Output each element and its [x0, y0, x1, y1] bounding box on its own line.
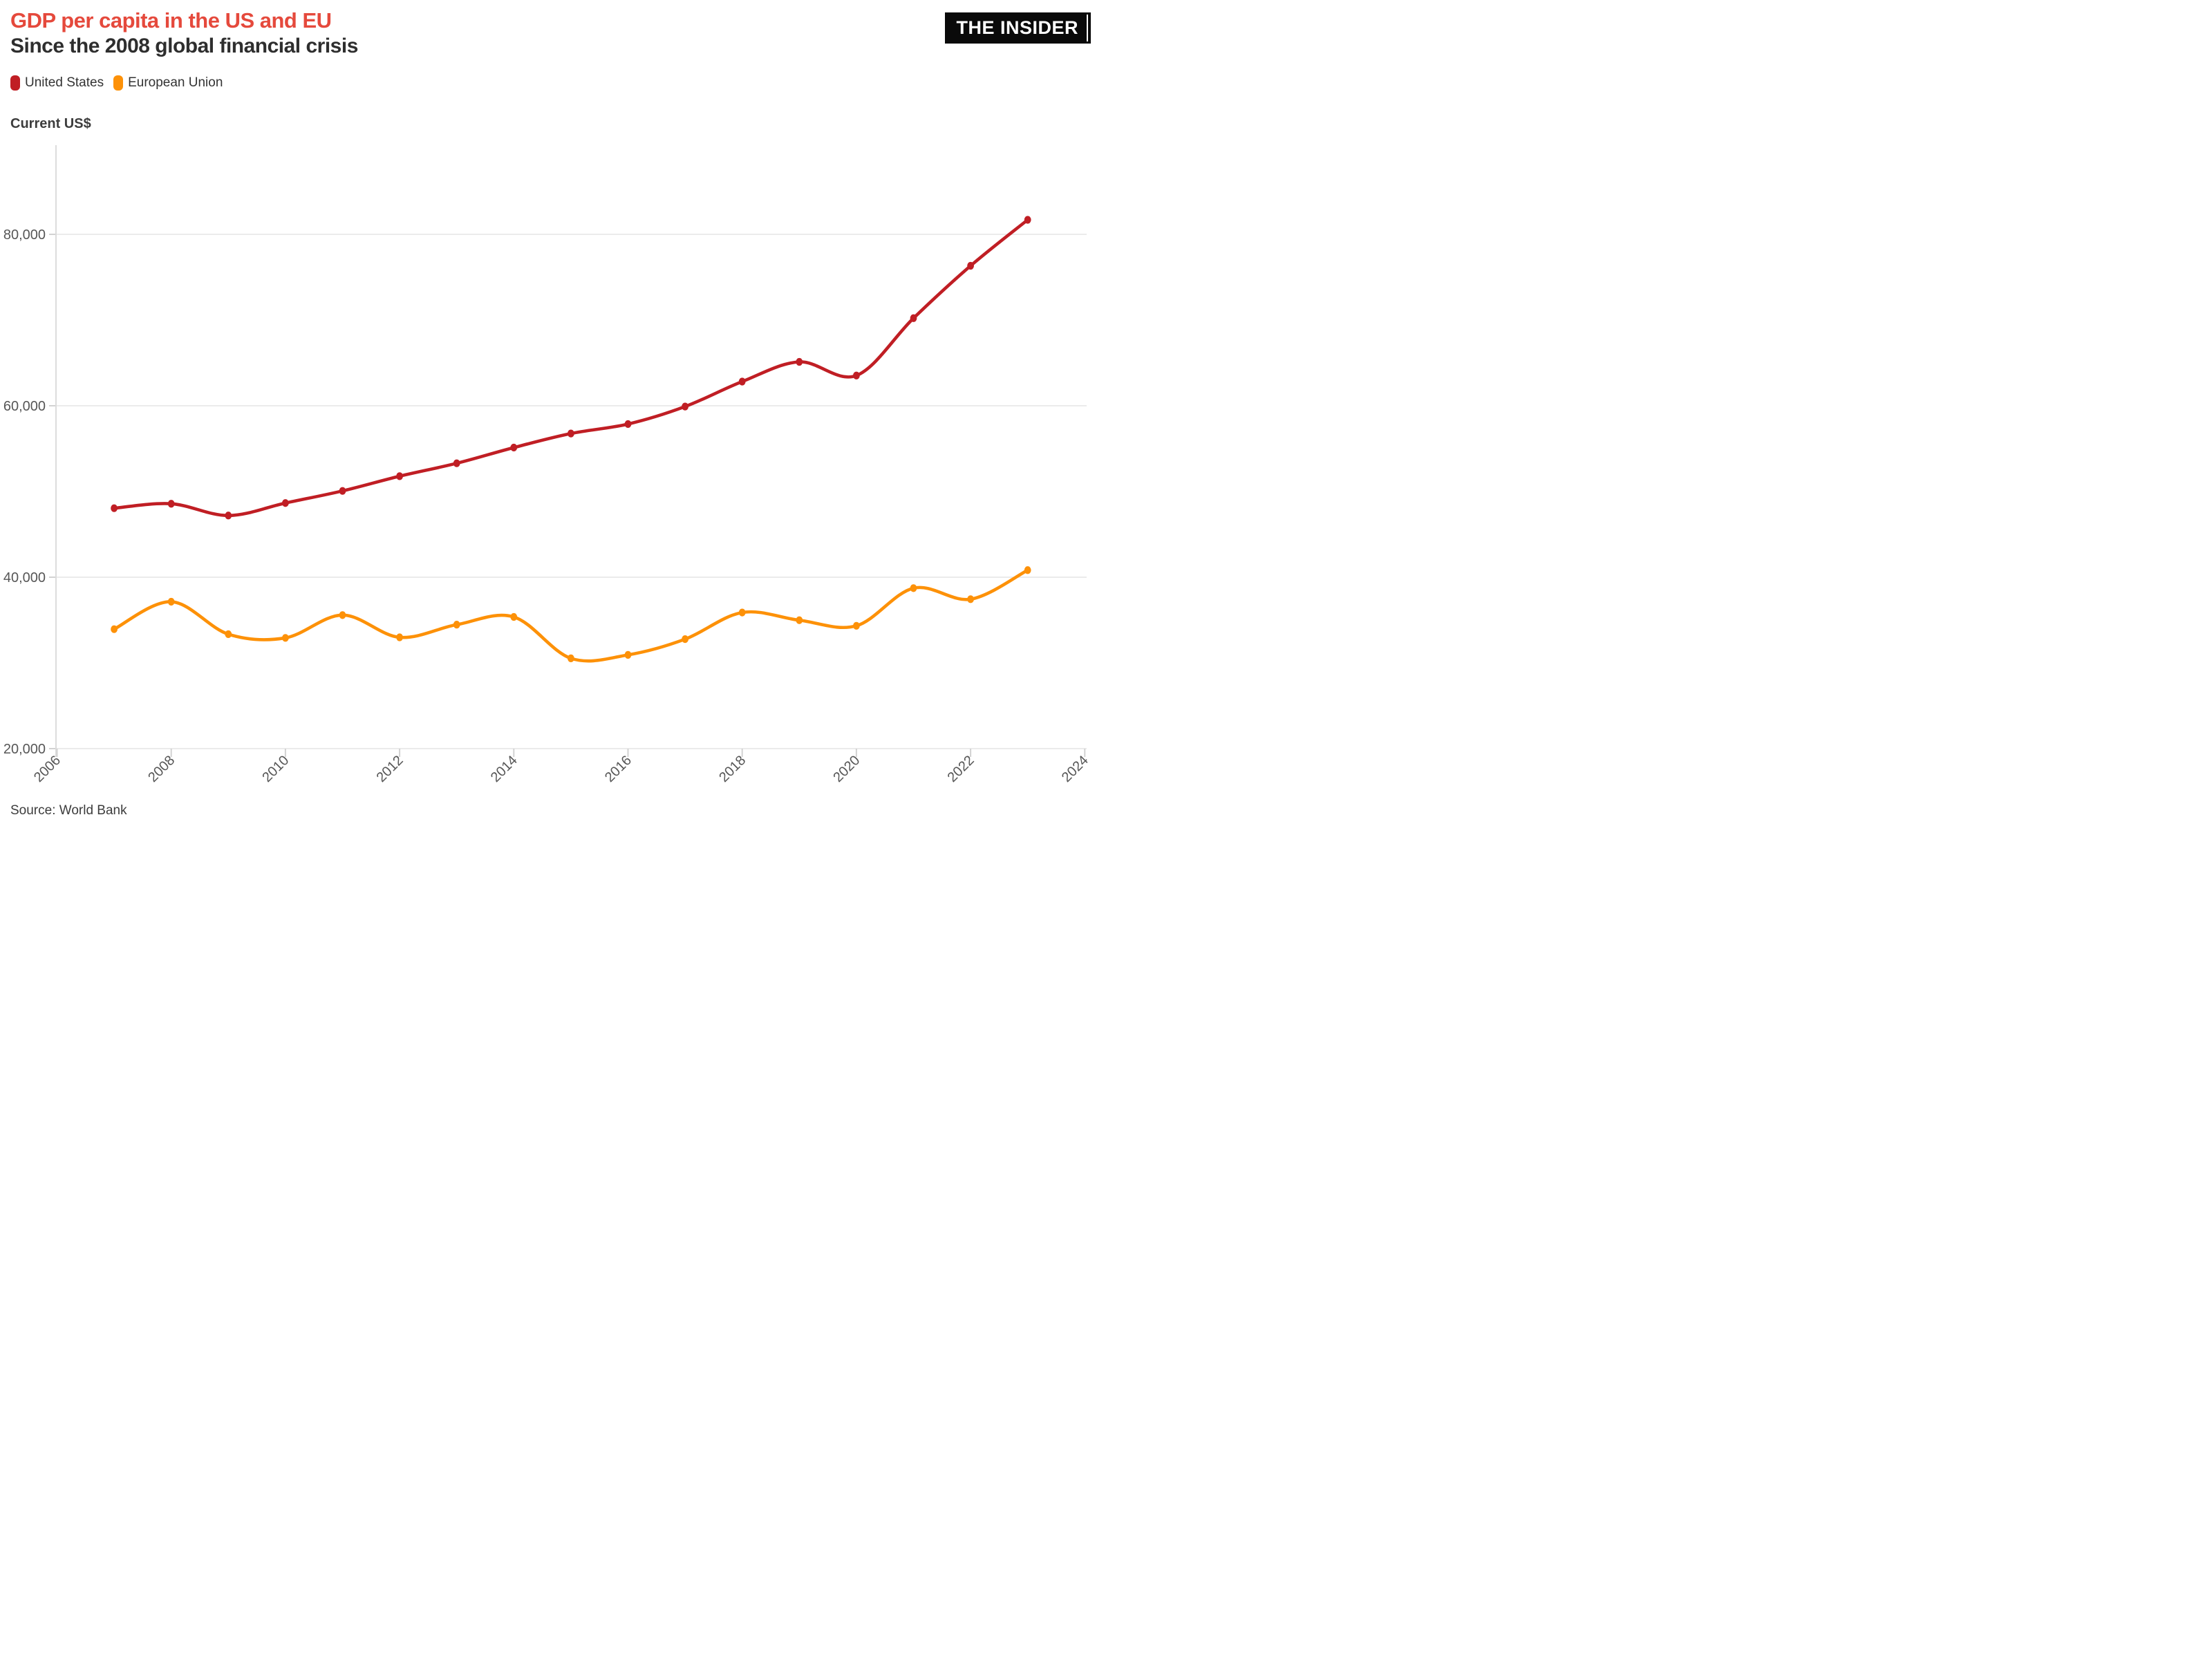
x-tick-label-2010: 2010	[259, 753, 292, 785]
chart-legend: United States European Union	[10, 75, 232, 91]
x-tick-label-2006: 2006	[31, 753, 64, 785]
legend-swatch-0	[10, 75, 20, 91]
data-point-0-2019	[796, 357, 803, 366]
data-point-1-2022	[967, 595, 974, 603]
data-point-0-2015	[568, 429, 574, 438]
y-tick-label-20000: 20,000	[3, 742, 46, 757]
brand-logo: THE INSIDER	[945, 12, 1091, 44]
data-point-1-2012	[396, 633, 403, 641]
data-point-0-2009	[225, 512, 232, 520]
legend-item-1: European Union	[113, 75, 223, 91]
x-tick-label-2014: 2014	[488, 753, 521, 785]
chart-subtitle: Since the 2008 global financial crisis	[10, 35, 358, 57]
x-tick-label-2008: 2008	[145, 753, 178, 785]
data-point-1-2009	[225, 630, 232, 639]
data-point-1-2010	[282, 634, 289, 642]
data-point-1-2013	[453, 621, 460, 629]
data-point-1-2018	[738, 608, 746, 617]
legend-swatch-1	[113, 75, 124, 91]
series-line-0	[112, 218, 1029, 518]
legend-label-1: European Union	[128, 75, 223, 90]
source-note: Source: World Bank	[10, 803, 127, 818]
data-point-1-2016	[624, 650, 632, 659]
y-tick-label-40000: 40,000	[3, 570, 46, 585]
data-point-0-2017	[682, 402, 688, 411]
data-point-0-2013	[453, 459, 460, 467]
x-tick-label-2022: 2022	[945, 753, 977, 785]
series-line-1	[112, 568, 1029, 663]
legend-item-0: United States	[10, 75, 104, 91]
x-tick-label-2020: 2020	[830, 753, 863, 785]
chart-title: GDP per capita in the US and EU	[10, 8, 332, 32]
line-chart: 20,000 40,000 60,000 80,000 2006 2008 2010 2012…	[3, 145, 1091, 785]
y-axis-title: Current US$	[10, 116, 91, 131]
data-point-0-2023	[1024, 216, 1031, 224]
data-point-1-2011	[339, 611, 346, 619]
data-point-1-2015	[568, 654, 574, 662]
data-point-0-2021	[910, 314, 917, 322]
data-point-0-2011	[339, 487, 346, 495]
data-point-0-2007	[111, 504, 118, 512]
data-point-0-2014	[510, 443, 518, 452]
brand-logo-stripe	[1087, 15, 1088, 41]
data-point-1-2021	[910, 584, 917, 592]
data-point-0-2012	[396, 472, 403, 480]
brand-logo-text: THE INSIDER	[956, 17, 1078, 38]
data-point-0-2016	[624, 420, 632, 429]
data-point-1-2017	[682, 635, 688, 644]
data-point-0-2018	[738, 377, 746, 386]
data-point-0-2008	[167, 500, 175, 508]
x-tick-label-2016: 2016	[602, 753, 635, 785]
data-point-1-2008	[167, 597, 175, 606]
data-point-1-2020	[853, 621, 860, 630]
data-point-1-2019	[796, 616, 803, 624]
legend-label-0: United States	[25, 75, 104, 90]
data-point-0-2020	[853, 371, 860, 379]
data-point-1-2014	[510, 612, 518, 621]
x-tick-label-2012: 2012	[374, 753, 406, 785]
y-tick-label-60000: 60,000	[3, 399, 46, 414]
data-point-0-2010	[282, 499, 289, 507]
x-tick-label-2024: 2024	[1059, 753, 1091, 785]
data-point-1-2023	[1024, 566, 1031, 574]
data-point-0-2022	[967, 261, 974, 270]
x-tick-label-2018: 2018	[716, 753, 749, 785]
page: GDP per capita in the US and EU Since th…	[0, 0, 1106, 830]
y-tick-label-80000: 80,000	[3, 227, 46, 243]
data-point-1-2007	[111, 625, 118, 633]
